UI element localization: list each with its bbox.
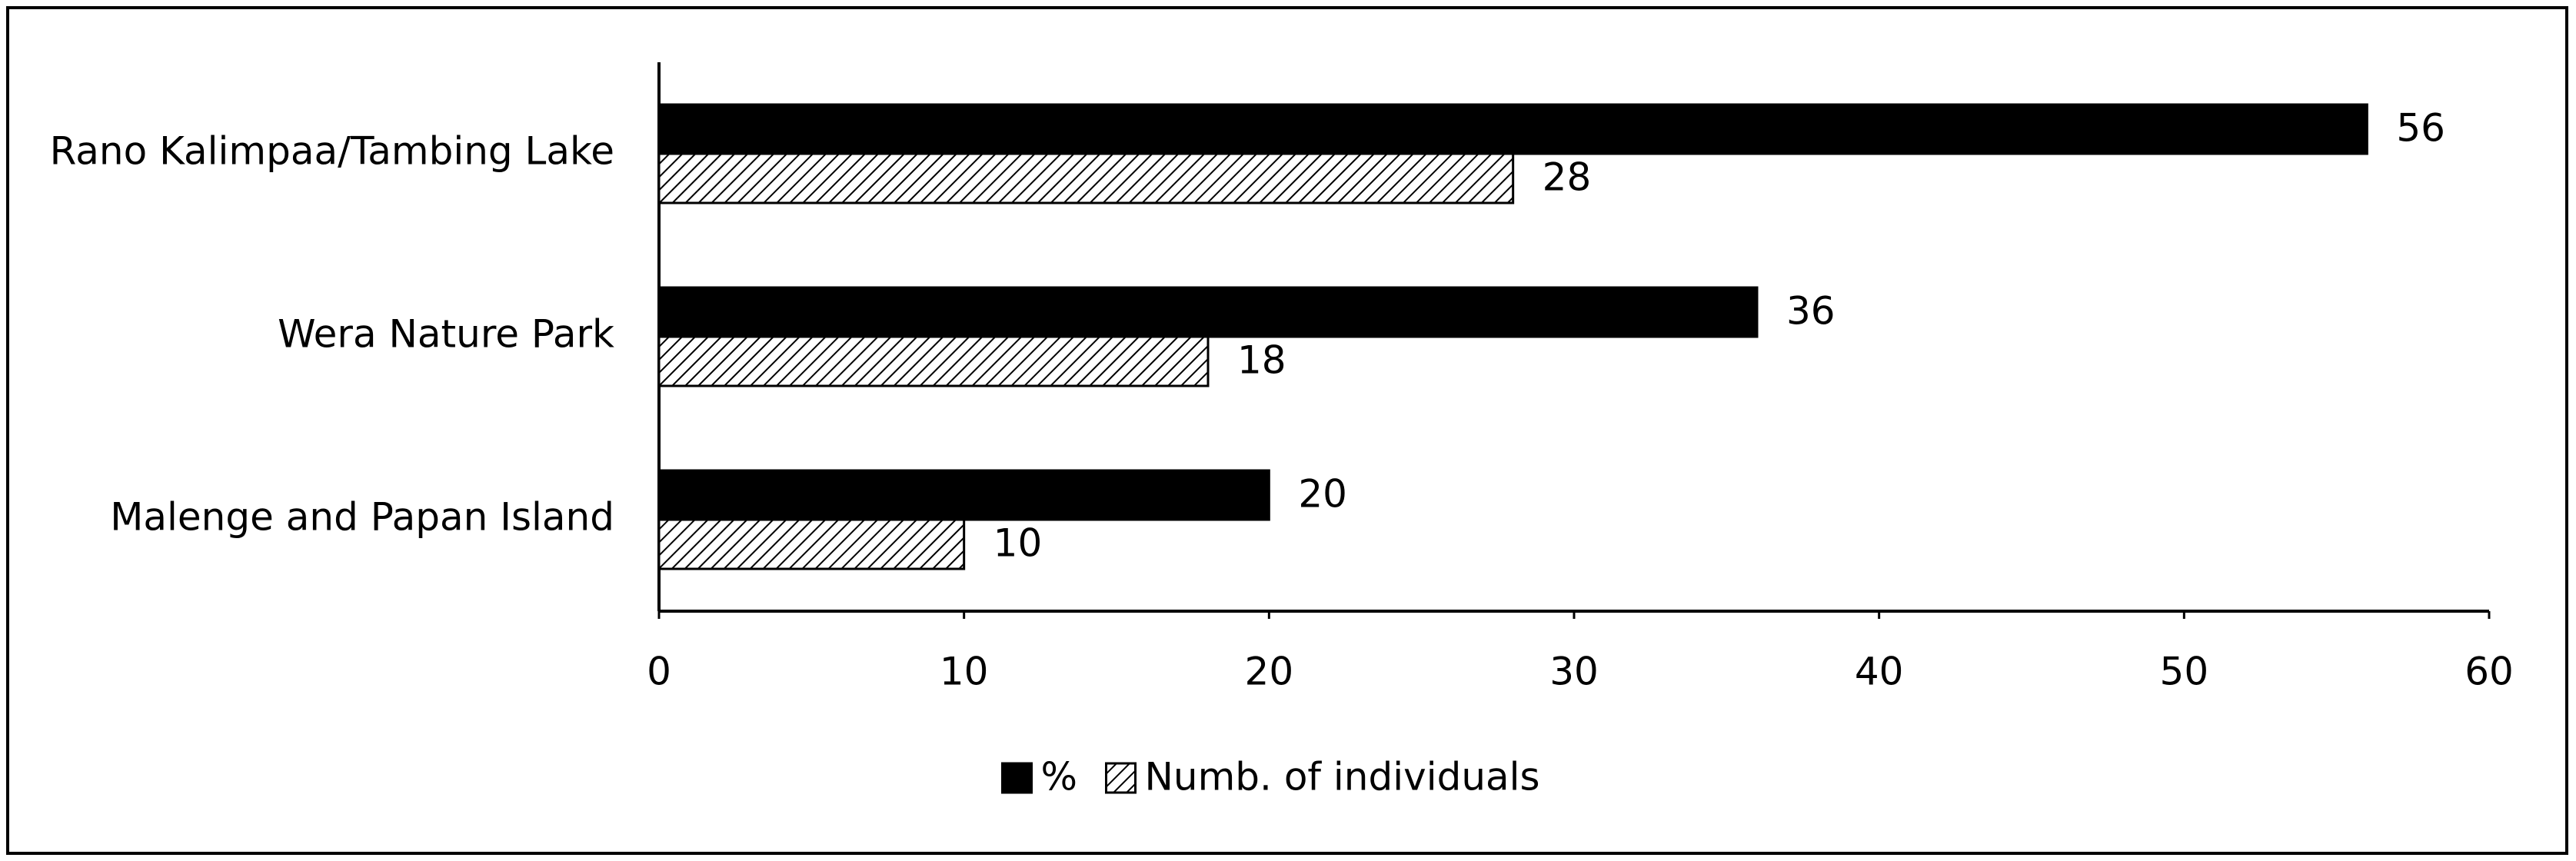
y-tick-label: Malenge and Papan Island bbox=[110, 495, 614, 540]
bar bbox=[657, 518, 966, 570]
x-tick-label: 0 bbox=[647, 650, 671, 694]
data-label: 36 bbox=[1786, 289, 1835, 334]
data-label: 20 bbox=[1298, 472, 1347, 517]
legend-label: Numb. of individuals bbox=[1145, 755, 1540, 800]
bar bbox=[657, 469, 1270, 521]
y-tick-label: Rano Kalimpaa/Tambing Lake bbox=[50, 129, 614, 174]
x-tick-label: 10 bbox=[940, 650, 989, 694]
bar bbox=[657, 103, 2368, 155]
x-tick-label: 60 bbox=[2465, 650, 2514, 694]
x-tick-label: 40 bbox=[1855, 650, 1904, 694]
data-label: 28 bbox=[1543, 155, 1592, 200]
data-label: 10 bbox=[993, 521, 1043, 566]
bar bbox=[657, 152, 1515, 204]
legend-swatch bbox=[1001, 762, 1033, 794]
x-tick-label: 50 bbox=[2160, 650, 2209, 694]
data-label: 18 bbox=[1237, 338, 1286, 383]
bar bbox=[657, 335, 1210, 387]
legend-label: % bbox=[1041, 755, 1078, 800]
x-tick-label: 30 bbox=[1549, 650, 1599, 694]
data-label: 56 bbox=[2396, 106, 2445, 151]
bar bbox=[657, 286, 1759, 338]
y-tick-label: Wera Nature Park bbox=[278, 312, 614, 357]
legend-swatch bbox=[1105, 762, 1137, 794]
x-tick-label: 20 bbox=[1245, 650, 1294, 694]
